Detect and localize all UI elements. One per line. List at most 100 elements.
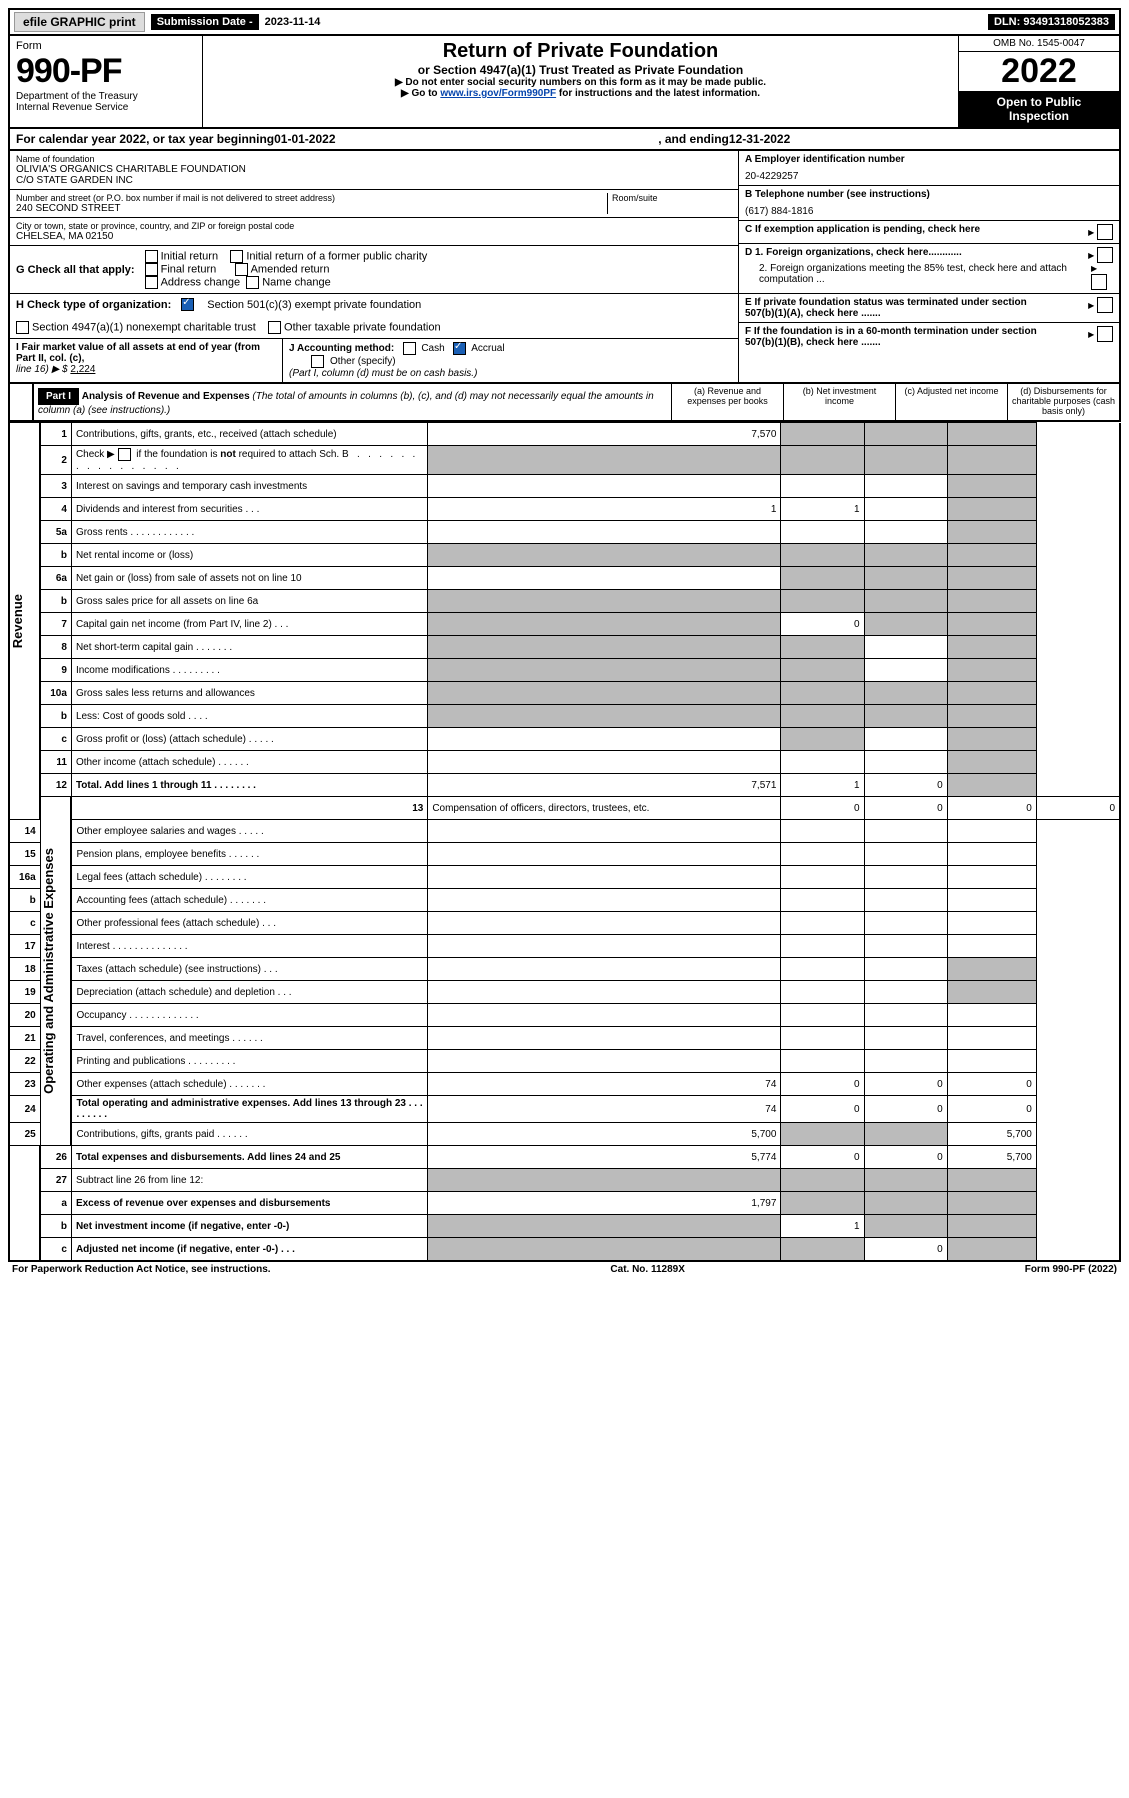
arrow-icon: [1088, 329, 1094, 340]
row-4-a: 1: [428, 498, 781, 521]
row-6b-num: b: [40, 590, 71, 613]
dept-irs: Internal Revenue Service: [16, 102, 196, 113]
row-3-num: 3: [40, 475, 71, 498]
c-check[interactable]: [1097, 224, 1113, 240]
row-11-desc: Other income (attach schedule) . . . . .…: [71, 751, 427, 774]
name-change-check[interactable]: [246, 276, 259, 289]
accrual-label: Accrual: [471, 343, 504, 354]
ein-label: A Employer identification number: [745, 154, 1113, 165]
form-number: 990-PF: [16, 52, 196, 91]
row-5b-num: b: [40, 544, 71, 567]
expenses-side-label: Operating and Administrative Expenses: [41, 848, 63, 1094]
row-16b-desc: Accounting fees (attach schedule) . . . …: [71, 889, 427, 912]
row-23-d: 0: [947, 1073, 1036, 1096]
row-16a-desc: Legal fees (attach schedule) . . . . . .…: [71, 866, 427, 889]
cash-check[interactable]: [403, 342, 416, 355]
top-bar: efile GRAPHIC print Submission Date - 20…: [8, 8, 1121, 36]
other-taxable-check[interactable]: [268, 321, 281, 334]
row-13-b: 0: [864, 797, 947, 820]
initial-former-check[interactable]: [230, 250, 243, 263]
row-23-b: 0: [781, 1073, 864, 1096]
row-4-desc: Dividends and interest from securities .…: [71, 498, 427, 521]
initial-return-label: Initial return: [161, 250, 218, 262]
address-change-label: Address change: [161, 276, 241, 288]
row-8-num: 8: [40, 636, 71, 659]
row-19-num: 19: [9, 981, 40, 1004]
row-25-num: 25: [9, 1123, 40, 1146]
entity-info: Name of foundation OLIVIA'S ORGANICS CHA…: [8, 151, 1121, 384]
row-13-num: 13: [71, 797, 427, 820]
other-method-check[interactable]: [311, 355, 324, 368]
form-subtitle: or Section 4947(a)(1) Trust Treated as P…: [211, 63, 950, 77]
row-18-num: 18: [9, 958, 40, 981]
final-return-check[interactable]: [145, 263, 158, 276]
row-7-num: 7: [40, 613, 71, 636]
e-label: E If private foundation status was termi…: [745, 297, 1055, 319]
row-20-num: 20: [9, 1004, 40, 1027]
sch-b-check[interactable]: [118, 448, 131, 461]
row-24-desc: Total operating and administrative expen…: [71, 1096, 427, 1123]
ein-value: 20-4229257: [745, 165, 1113, 182]
note-link: ▶ Go to www.irs.gov/Form990PF for instru…: [211, 88, 950, 99]
g-check-row: G Check all that apply: Initial return I…: [10, 246, 738, 294]
row-6b-desc: Gross sales price for all assets on line…: [71, 590, 427, 613]
address-change-check[interactable]: [145, 276, 158, 289]
d2-check[interactable]: [1091, 274, 1107, 290]
row-11-num: 11: [40, 751, 71, 774]
arrow-icon: [1091, 263, 1097, 274]
row-22-desc: Printing and publications . . . . . . . …: [71, 1050, 427, 1073]
initial-return-check[interactable]: [145, 250, 158, 263]
accrual-check[interactable]: [453, 342, 466, 355]
footer-right: Form 990-PF (2022): [1025, 1264, 1117, 1275]
row-10c-num: c: [40, 728, 71, 751]
arrow-icon: [1088, 250, 1094, 261]
row-27c-desc: Adjusted net income (if negative, enter …: [71, 1238, 427, 1262]
row-1-desc: Contributions, gifts, grants, etc., rece…: [71, 423, 427, 446]
row-12-desc: Total. Add lines 1 through 11 . . . . . …: [71, 774, 427, 797]
row-13-a: 0: [781, 797, 864, 820]
arrow-icon: [1088, 227, 1094, 238]
dept-treasury: Department of the Treasury: [16, 91, 196, 102]
amended-return-label: Amended return: [251, 263, 330, 275]
city-label: City or town, state or province, country…: [16, 221, 732, 231]
irs-link[interactable]: www.irs.gov/Form990PF: [440, 88, 556, 99]
omb-number: OMB No. 1545-0047: [959, 36, 1119, 52]
form-title: Return of Private Foundation: [211, 40, 950, 63]
j-note: (Part I, column (d) must be on cash basi…: [289, 368, 477, 379]
row-19-desc: Depreciation (attach schedule) and deple…: [71, 981, 427, 1004]
city-value: CHELSEA, MA 02150: [16, 231, 732, 242]
initial-former-label: Initial return of a former public charit…: [246, 250, 427, 262]
row-24-b: 0: [781, 1096, 864, 1123]
d1-check[interactable]: [1097, 247, 1113, 263]
open-inspection: Open to Public Inspection: [959, 91, 1119, 127]
e-check[interactable]: [1097, 297, 1113, 313]
amended-return-check[interactable]: [235, 263, 248, 276]
foundation-name-2: C/O STATE GARDEN INC: [16, 175, 732, 186]
revenue-side-label: Revenue: [10, 594, 32, 648]
row-27b-num: b: [40, 1215, 71, 1238]
f-check[interactable]: [1097, 326, 1113, 342]
fmv-value: 2,224: [70, 364, 95, 375]
row-25-d: 5,700: [947, 1123, 1036, 1146]
501c3-check[interactable]: [181, 298, 194, 311]
row-4-num: 4: [40, 498, 71, 521]
row-24-d: 0: [947, 1096, 1036, 1123]
foundation-name-1: OLIVIA'S ORGANICS CHARITABLE FOUNDATION: [16, 164, 732, 175]
row-23-num: 23: [9, 1073, 40, 1096]
row-27-num: 27: [40, 1169, 71, 1192]
row-12-b: 1: [781, 774, 864, 797]
row-10a-num: 10a: [40, 682, 71, 705]
name-change-label: Name change: [262, 276, 331, 288]
row-25-desc: Contributions, gifts, grants paid . . . …: [71, 1123, 427, 1146]
tax-year: 2022: [959, 52, 1119, 91]
row-3-desc: Interest on savings and temporary cash i…: [71, 475, 427, 498]
row-26-a: 5,774: [428, 1146, 781, 1169]
efile-print-button[interactable]: efile GRAPHIC print: [14, 12, 145, 32]
4947-check[interactable]: [16, 321, 29, 334]
row-17-desc: Interest . . . . . . . . . . . . . .: [71, 935, 427, 958]
row-26-b: 0: [781, 1146, 864, 1169]
other-method-label: Other (specify): [330, 356, 396, 367]
row-7-b: 0: [781, 613, 864, 636]
row-2-desc: Check ▶ if the foundation is not require…: [71, 446, 427, 475]
row-26-num: 26: [40, 1146, 71, 1169]
